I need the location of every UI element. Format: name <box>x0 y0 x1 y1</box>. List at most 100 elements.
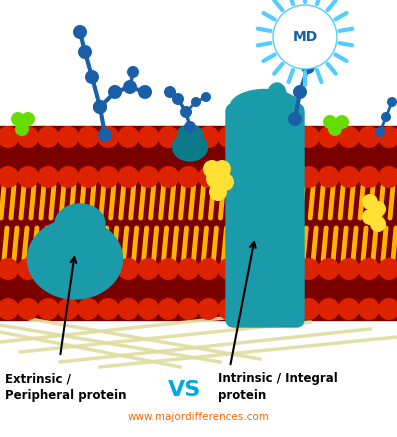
Ellipse shape <box>230 90 300 125</box>
Circle shape <box>17 258 39 280</box>
Circle shape <box>177 298 199 320</box>
Circle shape <box>387 97 397 107</box>
Circle shape <box>288 112 302 126</box>
Circle shape <box>37 126 59 148</box>
Circle shape <box>358 298 380 320</box>
Circle shape <box>108 85 122 99</box>
Circle shape <box>137 258 159 280</box>
Circle shape <box>37 166 59 188</box>
Ellipse shape <box>55 204 105 244</box>
Circle shape <box>338 298 360 320</box>
Circle shape <box>315 22 329 36</box>
Circle shape <box>378 258 397 280</box>
Circle shape <box>0 258 19 280</box>
Circle shape <box>298 258 320 280</box>
Circle shape <box>238 166 260 188</box>
Circle shape <box>278 258 300 280</box>
Circle shape <box>298 166 320 188</box>
Circle shape <box>11 112 25 126</box>
Circle shape <box>138 85 152 99</box>
Circle shape <box>375 127 385 137</box>
Circle shape <box>311 40 325 54</box>
Circle shape <box>318 258 340 280</box>
Circle shape <box>378 166 397 188</box>
Circle shape <box>238 126 260 148</box>
Circle shape <box>158 126 179 148</box>
Circle shape <box>17 298 39 320</box>
Text: www.majordifferences.com: www.majordifferences.com <box>127 412 269 422</box>
Circle shape <box>37 298 59 320</box>
Ellipse shape <box>268 83 286 105</box>
Circle shape <box>0 298 19 320</box>
Circle shape <box>118 298 139 320</box>
Circle shape <box>318 166 340 188</box>
Text: Extrinsic /
Peripheral protein: Extrinsic / Peripheral protein <box>5 372 127 402</box>
Circle shape <box>370 201 386 217</box>
Circle shape <box>218 126 239 148</box>
Circle shape <box>298 298 320 320</box>
Circle shape <box>158 298 179 320</box>
Circle shape <box>15 122 29 136</box>
Circle shape <box>85 70 99 84</box>
Circle shape <box>318 126 340 148</box>
Circle shape <box>123 80 137 94</box>
Circle shape <box>0 166 19 188</box>
Circle shape <box>127 66 139 78</box>
Circle shape <box>77 126 99 148</box>
Circle shape <box>137 166 159 188</box>
Text: MD: MD <box>292 30 318 44</box>
Circle shape <box>258 166 279 188</box>
Circle shape <box>209 183 227 201</box>
Circle shape <box>203 160 221 178</box>
Circle shape <box>93 100 107 114</box>
Circle shape <box>338 166 360 188</box>
Circle shape <box>184 121 196 133</box>
Circle shape <box>97 298 119 320</box>
Circle shape <box>370 216 386 232</box>
Text: VS: VS <box>168 380 202 400</box>
Circle shape <box>198 126 220 148</box>
Circle shape <box>177 166 199 188</box>
Circle shape <box>238 298 260 320</box>
Circle shape <box>21 112 35 126</box>
Ellipse shape <box>177 125 202 143</box>
Circle shape <box>137 298 159 320</box>
Circle shape <box>17 166 39 188</box>
Circle shape <box>97 126 119 148</box>
Circle shape <box>57 298 79 320</box>
Circle shape <box>198 298 220 320</box>
Circle shape <box>302 61 314 73</box>
Circle shape <box>57 258 79 280</box>
Ellipse shape <box>27 219 123 299</box>
Circle shape <box>318 298 340 320</box>
Text: Intrinsic / Integral
protein: Intrinsic / Integral protein <box>218 372 338 402</box>
Circle shape <box>172 93 184 105</box>
Circle shape <box>293 85 307 99</box>
Circle shape <box>378 126 397 148</box>
Circle shape <box>258 298 279 320</box>
Circle shape <box>124 81 136 93</box>
Circle shape <box>57 166 79 188</box>
Ellipse shape <box>173 133 208 161</box>
Circle shape <box>206 170 224 188</box>
Circle shape <box>358 126 380 148</box>
Circle shape <box>378 298 397 320</box>
Circle shape <box>98 128 112 142</box>
Circle shape <box>93 100 107 114</box>
Circle shape <box>201 92 211 102</box>
Circle shape <box>180 106 192 118</box>
Bar <box>0 126 397 320</box>
Circle shape <box>137 126 159 148</box>
Circle shape <box>0 126 19 148</box>
Circle shape <box>358 166 380 188</box>
Circle shape <box>97 166 119 188</box>
Circle shape <box>198 166 220 188</box>
Circle shape <box>57 126 79 148</box>
FancyBboxPatch shape <box>226 104 304 327</box>
Circle shape <box>78 45 92 59</box>
Circle shape <box>37 258 59 280</box>
Circle shape <box>323 115 337 129</box>
Circle shape <box>358 258 380 280</box>
Circle shape <box>118 258 139 280</box>
Circle shape <box>17 126 39 148</box>
